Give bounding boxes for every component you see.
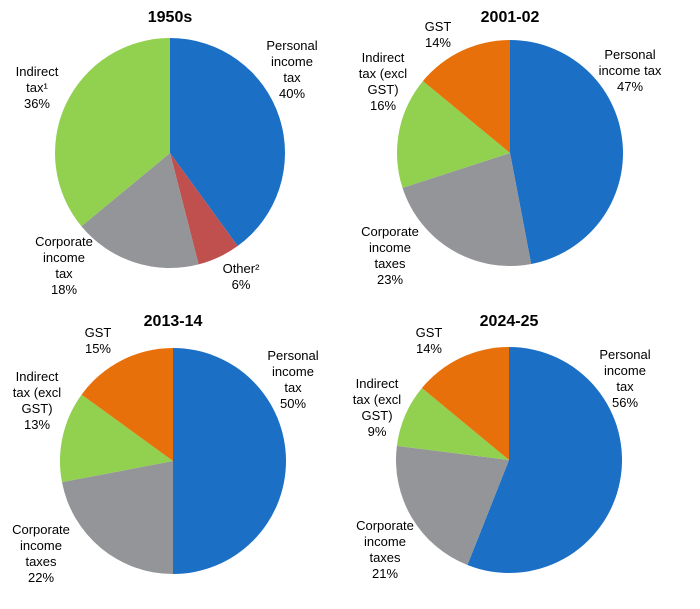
slice-label-corporate-income-tax: Corporate income tax 18% bbox=[35, 234, 93, 297]
pie-slice-indirect-tax-excl-gst bbox=[59, 394, 174, 483]
slice-label-personal-income-tax: Personal income tax 47% bbox=[598, 47, 662, 94]
slice-label-gst: GST 14% bbox=[424, 19, 452, 50]
pie-slice-corporate-income-taxes bbox=[402, 153, 532, 267]
slice-label-corporate-income-taxes: Corporate income taxes 22% bbox=[12, 522, 70, 585]
pie-slice-corporate-income-taxes bbox=[395, 445, 509, 566]
pie-slice-corporate-income-taxes bbox=[62, 461, 173, 574]
chart-title-2013-14: 2013-14 bbox=[143, 313, 203, 330]
pie-slice-gst bbox=[422, 40, 510, 153]
pie-2013-14 bbox=[59, 348, 286, 574]
pie-slice-personal-income-tax bbox=[173, 348, 286, 574]
pie-slice-indirect-tax bbox=[55, 38, 170, 227]
slice-label-personal-income-tax: Personal income tax 50% bbox=[267, 348, 319, 411]
slice-label-corporate-income-taxes: Corporate income taxes 23% bbox=[361, 224, 419, 287]
pie-slice-personal-income-tax bbox=[170, 38, 286, 247]
slice-label-indirect-tax-excl-gst: Indirect tax (excl GST) 9% bbox=[352, 376, 402, 439]
slice-label-personal-income-tax: Personal income tax 40% bbox=[266, 38, 318, 101]
pie-slice-personal-income-tax bbox=[467, 347, 623, 573]
slice-label-corporate-income-taxes: Corporate income taxes 21% bbox=[356, 518, 414, 581]
slice-label-gst: GST 15% bbox=[84, 325, 112, 356]
slice-label-indirect-tax-excl-gst: Indirect tax (excl GST) 13% bbox=[12, 369, 62, 432]
slice-label-gst: GST 14% bbox=[415, 325, 443, 356]
pie-2001-02 bbox=[396, 40, 624, 267]
slice-label-indirect-tax: Indirect tax¹ 36% bbox=[15, 64, 59, 111]
chart-title-2024-25: 2024-25 bbox=[479, 313, 539, 330]
pie-chart-2024-25: 2024-25 Personal income tax 56% Corporate… bbox=[350, 304, 700, 609]
pie-slice-indirect-tax-excl-gst bbox=[396, 80, 510, 188]
pie-slice-gst bbox=[81, 348, 173, 461]
pie-2024-25 bbox=[395, 347, 623, 573]
chart-title-1950s: 1950s bbox=[147, 9, 193, 26]
pie-chart-2001-02: 2001-02 Personal income tax 47% Corporate… bbox=[350, 0, 700, 305]
pie-1950s bbox=[55, 38, 286, 269]
pie-slice-gst bbox=[421, 347, 509, 460]
pie-slice-other bbox=[170, 153, 238, 265]
pie-slice-personal-income-tax bbox=[510, 40, 624, 264]
pie-chart-2013-14: 2013-14 Personal income tax 50% Corporate… bbox=[0, 304, 350, 609]
chart-title-2001-02: 2001-02 bbox=[480, 9, 540, 26]
pie-slice-corporate-income-tax bbox=[81, 153, 199, 269]
pie-chart-1950s: 1950s Personal income tax 40% Other² 6% Co… bbox=[0, 0, 350, 305]
slice-label-indirect-tax-excl-gst: Indirect tax (excl GST) 16% bbox=[358, 50, 408, 113]
pie-slice-indirect-tax-excl-gst bbox=[396, 387, 509, 460]
slice-label-other: Other² 6% bbox=[222, 261, 260, 292]
slice-label-personal-income-tax: Personal income tax 56% bbox=[599, 347, 651, 410]
